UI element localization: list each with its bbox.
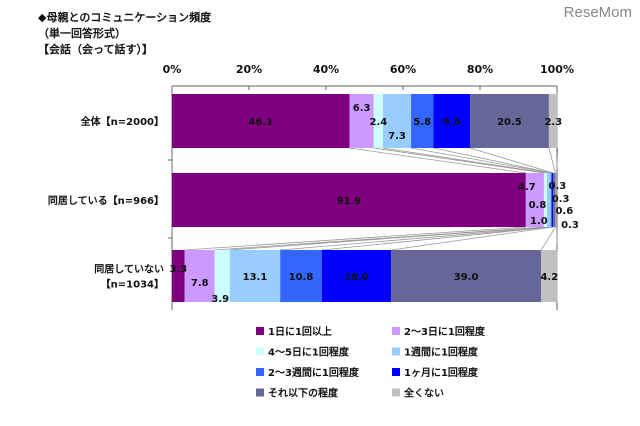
legend-label: 4～5日に1回程度 — [268, 346, 350, 359]
data-label: 5.8 — [413, 117, 431, 128]
x-tick-label: 60% — [390, 63, 416, 76]
bar-segment — [172, 173, 526, 227]
data-label: 10.8 — [289, 272, 314, 283]
bar-segment — [280, 250, 322, 302]
data-label: 0.3 — [561, 220, 579, 231]
legend-label: 2～3週間に1回程度 — [268, 366, 360, 379]
bar-segment — [349, 94, 374, 148]
data-label: 6.3 — [353, 103, 371, 114]
data-label: 39.0 — [454, 272, 479, 283]
data-label: 20.5 — [497, 117, 522, 128]
bar-segment — [382, 94, 412, 148]
category-label: 全体【n=2000】 — [80, 115, 164, 128]
bar-segment — [546, 173, 551, 227]
data-label: 18.0 — [344, 272, 369, 283]
category-label: 同居している【n=966】 — [48, 194, 164, 207]
data-label: 1.0 — [530, 216, 548, 227]
data-label: 0.3 — [552, 194, 570, 205]
series-connector-line — [556, 226, 558, 251]
series-connector-line — [548, 147, 556, 174]
category-label: 同居していない — [94, 264, 164, 276]
x-tick-label: 100% — [540, 63, 574, 76]
data-label: 13.1 — [243, 272, 268, 283]
series-connector-line — [349, 147, 526, 174]
bar-segment — [184, 250, 215, 302]
legend-label: 全くない — [403, 387, 444, 400]
bar-segment — [373, 94, 383, 148]
bar-segment — [172, 94, 350, 148]
legend-label: 1週間に1回程度 — [404, 346, 479, 359]
data-label: 0.8 — [529, 200, 547, 211]
bar-segment — [551, 173, 554, 227]
bar-segment — [391, 250, 542, 302]
series-connector-line — [540, 226, 556, 251]
data-label: 2.3 — [544, 117, 562, 128]
bar-segment — [553, 173, 556, 227]
series-connector-line — [382, 147, 548, 174]
bar-segment — [548, 94, 558, 148]
x-tick-label: 80% — [467, 63, 493, 76]
bar-segment — [229, 250, 281, 302]
series-connector-line — [280, 226, 551, 251]
legend-swatch — [392, 388, 400, 397]
data-label: 4.7 — [518, 182, 536, 193]
data-label: 0.6 — [555, 206, 573, 217]
x-tick-label: 0% — [163, 63, 182, 76]
bar-segment — [555, 173, 557, 227]
legend-swatch — [256, 368, 264, 376]
data-label: 46.1 — [248, 117, 273, 128]
legend-label: 1ヶ月に1回程度 — [404, 366, 479, 379]
legend-swatch — [256, 388, 264, 397]
category-label: 【n=1034】 — [101, 278, 164, 291]
data-label: 9.5 — [443, 117, 461, 128]
bar-segment — [411, 94, 434, 148]
chart-title: ◆母親とのコミュニケーション頻度 — [38, 11, 212, 24]
legend-label: 2～3日に1回程度 — [404, 325, 486, 338]
data-label: 7.3 — [388, 131, 406, 142]
legend-swatch — [392, 327, 400, 335]
data-label: 4.2 — [540, 272, 558, 283]
data-label: 2.4 — [370, 117, 388, 128]
legend-swatch — [256, 347, 264, 356]
bar-segment — [550, 173, 552, 227]
bar-segment — [541, 250, 558, 302]
legend-swatch — [392, 368, 400, 376]
legend-label: それ以下の程度 — [268, 387, 339, 400]
series-connector-line — [411, 147, 551, 174]
x-tick-label: 40% — [313, 63, 339, 76]
series-connector-line — [391, 226, 554, 251]
series-connector-line — [184, 226, 526, 251]
data-label: 3.3 — [169, 264, 187, 275]
data-label: 0.3 — [549, 181, 567, 192]
series-connector-line — [229, 226, 548, 251]
series-connector-line — [373, 147, 544, 174]
data-label: 91.9 — [337, 196, 362, 207]
series-connector-line — [556, 147, 559, 174]
x-tick-label: 20% — [236, 63, 262, 76]
bar-segment — [433, 94, 470, 148]
bar-segment — [214, 250, 230, 302]
bar-segment — [321, 250, 392, 302]
bar-segment — [469, 94, 549, 148]
series-connector-line — [321, 226, 553, 251]
data-label: 3.9 — [211, 294, 229, 305]
data-label: 7.8 — [191, 278, 209, 289]
series-connector-line — [469, 147, 554, 174]
legend-swatch — [392, 347, 400, 356]
legend-swatch — [256, 327, 264, 335]
series-connector-line — [433, 147, 553, 174]
bar-segment — [543, 173, 547, 227]
bar-segment — [525, 173, 544, 227]
chart-subtitle-2: 【会話（会って話す）】 — [38, 43, 153, 56]
chart-subtitle: （単一回答形式） — [38, 27, 126, 40]
bar-segment — [172, 250, 185, 302]
legend-label: 1日に1回以上 — [268, 325, 332, 338]
logo: ReseMom — [563, 4, 632, 21]
